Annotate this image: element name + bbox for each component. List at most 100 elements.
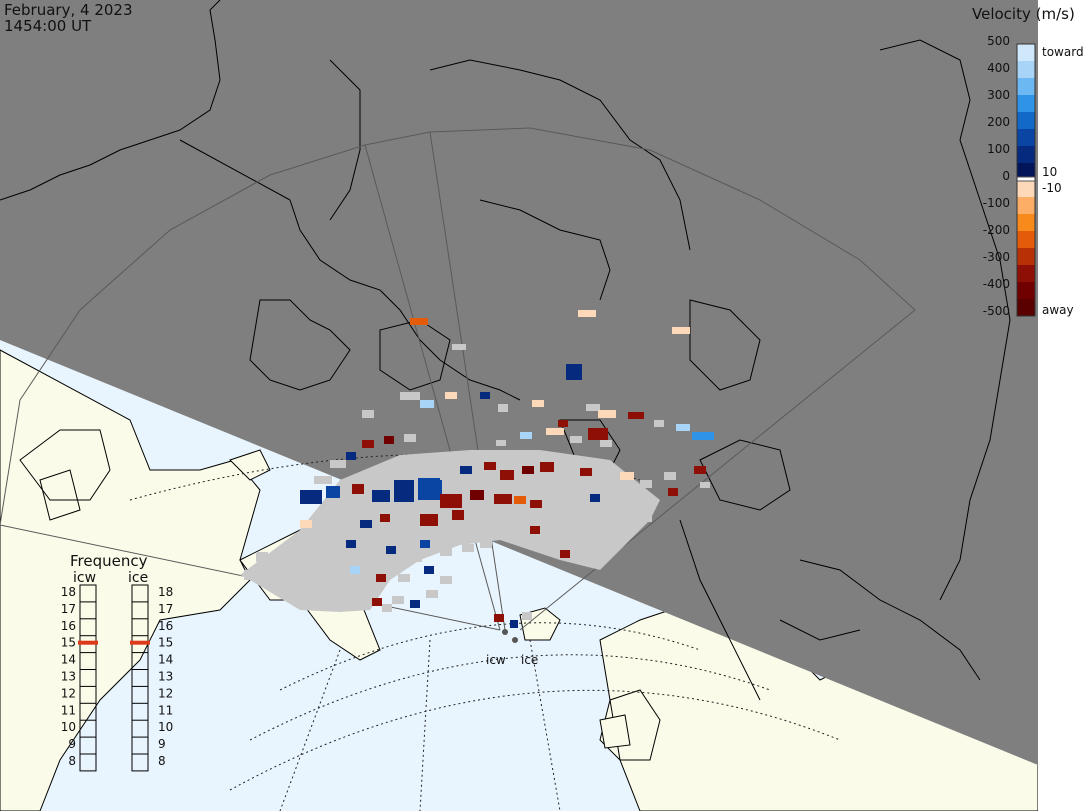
velocity-cell — [570, 436, 582, 443]
velocity-cell — [452, 510, 464, 520]
velocity-cell — [372, 598, 382, 606]
frequency-tick-icw: 11 — [61, 703, 76, 717]
velocity-tick-label: -200 — [983, 223, 1010, 237]
velocity-cell — [668, 488, 678, 496]
frequency-tick-ice: 9 — [158, 737, 166, 751]
velocity-cell — [400, 520, 414, 530]
frequency-tick-ice: 15 — [158, 636, 173, 650]
velocity-cell — [692, 432, 714, 440]
velocity-cell — [560, 550, 570, 558]
velocity-cell — [520, 432, 532, 439]
velocity-cell — [452, 344, 466, 350]
velocity-tick-label: -500 — [983, 304, 1010, 318]
colorbar-segment — [1017, 214, 1035, 232]
night-coastlines — [0, 0, 1011, 701]
velocity-cell — [426, 590, 438, 598]
colorbar-segment — [1017, 95, 1035, 113]
frequency-tick-icw: 18 — [61, 585, 76, 599]
station-ice-marker[interactable] — [512, 637, 518, 643]
velocity-cell — [256, 552, 268, 562]
velocity-cell — [404, 434, 416, 442]
velocity-cell — [480, 540, 492, 548]
velocity-tick-label: 400 — [987, 61, 1010, 75]
velocity-cell — [460, 466, 472, 474]
velocity-cell — [570, 500, 582, 508]
velocity-cell — [676, 424, 690, 431]
velocity-tick-label: 100 — [987, 142, 1010, 156]
velocity-cell — [440, 576, 452, 584]
frequency-tick-icw: 12 — [61, 686, 76, 700]
frequency-col-ice-label: ice — [128, 570, 148, 586]
frequency-tick-icw: 17 — [61, 602, 76, 616]
velocity-cell — [376, 574, 386, 582]
velocity-cell — [418, 478, 442, 500]
colorbar-segment — [1017, 231, 1035, 249]
frequency-title: Frequency — [70, 552, 148, 570]
velocity-cell — [362, 410, 374, 418]
velocity-cell — [300, 520, 312, 528]
velocity-cell — [620, 472, 634, 480]
velocity-cell — [624, 510, 636, 518]
velocity-cell — [598, 410, 616, 418]
time-label: 1454:00 UT — [4, 17, 92, 35]
frequency-tick-icw: 10 — [61, 720, 76, 734]
velocity-cell — [510, 620, 518, 628]
colorbar-segment — [1017, 61, 1035, 79]
frequency-tick-ice: 17 — [158, 602, 173, 616]
colorbar-segment — [1017, 248, 1035, 266]
velocity-cell — [628, 412, 644, 419]
velocity-legend: Velocity (m/s) 500 400 300 200 100 0 -100 -200 -… — [972, 0, 1083, 811]
velocity-cell — [420, 540, 430, 548]
velocity-cell — [380, 514, 390, 522]
velocity-cell — [494, 494, 512, 504]
velocity-cell — [496, 440, 506, 446]
velocity-cell — [424, 566, 434, 574]
frequency-tick-icw: 16 — [61, 619, 76, 633]
velocity-tick-label: 0 — [1002, 169, 1010, 183]
velocity-tick-label: -300 — [983, 250, 1010, 264]
velocity-cell — [360, 520, 372, 528]
colorbar-segment — [1017, 146, 1035, 164]
velocity-tick-label: 500 — [987, 34, 1010, 48]
velocity-cell — [310, 550, 324, 560]
velocity-cell — [532, 400, 544, 407]
velocity-cell — [350, 566, 360, 574]
velocity-cell — [372, 490, 390, 502]
legend-background — [1038, 0, 1083, 811]
velocity-cell — [440, 470, 460, 480]
velocity-cell — [560, 470, 574, 478]
velocity-cell — [300, 490, 322, 504]
velocity-cell — [314, 476, 332, 484]
velocity-cell — [410, 318, 428, 325]
velocity-cell — [350, 590, 364, 600]
velocity-cell — [500, 470, 514, 480]
velocity-cell — [586, 404, 600, 411]
velocity-cell — [566, 364, 582, 380]
date-label: February, 4 2023 — [4, 1, 133, 19]
velocity-cell — [640, 480, 652, 488]
colorbar-segment — [1017, 112, 1035, 130]
velocity-cell — [382, 604, 392, 612]
velocity-cell — [364, 548, 376, 558]
frequency-marker-icw — [78, 640, 98, 645]
velocity-cell — [522, 612, 532, 620]
colorbar-segment — [1017, 299, 1035, 317]
colorbar-segment — [1017, 78, 1035, 96]
colorbar-segment — [1017, 180, 1035, 198]
velocity-cell — [600, 440, 612, 447]
velocity-cell — [540, 462, 554, 472]
velocity-cell — [330, 530, 344, 540]
station-icw-marker[interactable] — [502, 629, 508, 635]
velocity-cell — [440, 548, 452, 556]
velocity-cell — [440, 494, 462, 508]
frequency-tick-ice: 16 — [158, 619, 173, 633]
colorbar-zero-band — [1016, 176, 1036, 182]
neg10-label: -10 — [1042, 181, 1062, 195]
velocity-cell — [320, 576, 336, 586]
velocity-cell — [558, 420, 568, 427]
frequency-marker-ice — [130, 640, 150, 645]
velocity-cell — [694, 466, 706, 474]
frequency-tick-ice: 14 — [158, 653, 173, 667]
velocity-cell — [580, 468, 592, 476]
